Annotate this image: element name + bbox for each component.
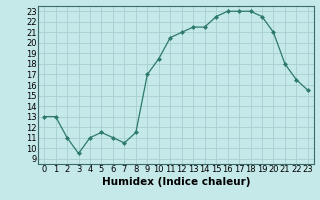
X-axis label: Humidex (Indice chaleur): Humidex (Indice chaleur) xyxy=(102,177,250,187)
